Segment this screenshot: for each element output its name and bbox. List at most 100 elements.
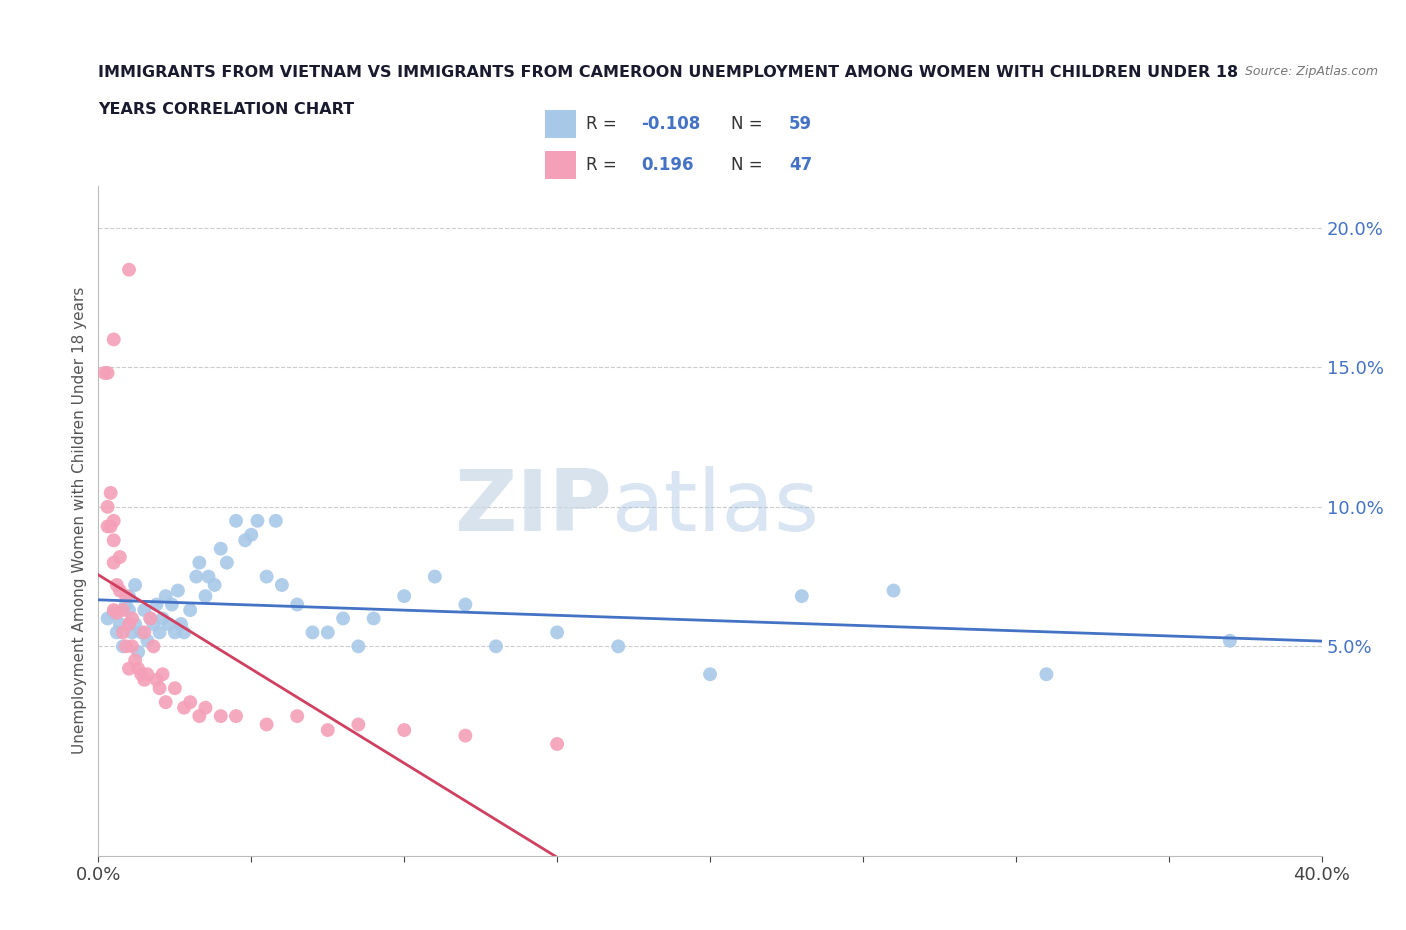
- Point: [179, 603, 201, 618]
- Text: N =: N =: [731, 155, 768, 174]
- Point: [108, 583, 131, 598]
- Point: [97, 499, 120, 514]
- Point: [454, 728, 477, 743]
- Point: [103, 555, 125, 570]
- Point: [699, 667, 721, 682]
- Point: [607, 639, 630, 654]
- Point: [240, 527, 263, 542]
- Point: [108, 550, 131, 565]
- Point: [121, 611, 143, 626]
- Point: [1219, 633, 1241, 648]
- Point: [179, 695, 201, 710]
- Point: [285, 597, 308, 612]
- Point: [127, 661, 149, 676]
- Point: [103, 332, 125, 347]
- Text: N =: N =: [731, 114, 768, 133]
- Point: [188, 555, 211, 570]
- Point: [188, 709, 211, 724]
- Text: ZIP: ZIP: [454, 466, 612, 549]
- Point: [145, 597, 167, 612]
- Point: [246, 513, 269, 528]
- Point: [225, 513, 247, 528]
- Point: [115, 597, 138, 612]
- Point: [97, 611, 120, 626]
- Point: [134, 625, 156, 640]
- Text: R =: R =: [586, 155, 627, 174]
- Point: [347, 639, 370, 654]
- Point: [392, 723, 416, 737]
- Point: [124, 578, 146, 592]
- Point: [149, 681, 172, 696]
- Text: 0.196: 0.196: [641, 155, 693, 174]
- Text: -0.108: -0.108: [641, 114, 700, 133]
- Point: [225, 709, 247, 724]
- Point: [115, 589, 138, 604]
- Point: [100, 485, 122, 500]
- Point: [204, 578, 226, 592]
- Point: [883, 583, 905, 598]
- Point: [145, 672, 167, 687]
- FancyBboxPatch shape: [544, 151, 575, 179]
- Point: [103, 513, 125, 528]
- Point: [152, 611, 174, 626]
- Text: R =: R =: [586, 114, 621, 133]
- Point: [105, 605, 128, 620]
- Point: [454, 597, 477, 612]
- Text: YEARS CORRELATION CHART: YEARS CORRELATION CHART: [98, 102, 354, 117]
- Point: [136, 633, 159, 648]
- Point: [155, 589, 177, 604]
- Point: [285, 709, 308, 724]
- Point: [270, 578, 292, 592]
- Point: [256, 717, 278, 732]
- Point: [103, 533, 125, 548]
- Point: [546, 737, 568, 751]
- Point: [118, 617, 141, 631]
- Text: Source: ZipAtlas.com: Source: ZipAtlas.com: [1244, 65, 1378, 78]
- Point: [209, 709, 232, 724]
- Point: [264, 513, 287, 528]
- Legend: Immigrants from Vietnam, Immigrants from Cameroon: Immigrants from Vietnam, Immigrants from…: [434, 924, 986, 930]
- Point: [149, 625, 172, 640]
- Point: [115, 639, 138, 654]
- Point: [485, 639, 508, 654]
- Point: [186, 569, 208, 584]
- Point: [233, 533, 256, 548]
- Point: [111, 625, 134, 640]
- Point: [142, 639, 165, 654]
- Point: [163, 681, 186, 696]
- Point: [155, 695, 177, 710]
- Point: [256, 569, 278, 584]
- Text: 59: 59: [789, 114, 813, 133]
- Text: 47: 47: [789, 155, 813, 174]
- Point: [332, 611, 354, 626]
- Point: [301, 625, 323, 640]
- Point: [124, 617, 146, 631]
- Point: [194, 589, 217, 604]
- Text: atlas: atlas: [612, 466, 820, 549]
- Point: [134, 672, 156, 687]
- Point: [170, 617, 193, 631]
- Point: [347, 717, 370, 732]
- Point: [197, 569, 219, 584]
- Point: [111, 639, 134, 654]
- Point: [167, 583, 190, 598]
- Point: [105, 625, 128, 640]
- Point: [790, 589, 813, 604]
- Point: [160, 597, 183, 612]
- Point: [129, 667, 152, 682]
- Text: IMMIGRANTS FROM VIETNAM VS IMMIGRANTS FROM CAMEROON UNEMPLOYMENT AMONG WOMEN WIT: IMMIGRANTS FROM VIETNAM VS IMMIGRANTS FR…: [98, 65, 1239, 80]
- Point: [173, 700, 195, 715]
- Point: [546, 625, 568, 640]
- Point: [118, 661, 141, 676]
- Point: [157, 617, 180, 631]
- FancyBboxPatch shape: [544, 110, 575, 138]
- Point: [108, 617, 131, 631]
- Point: [194, 700, 217, 715]
- Point: [129, 625, 152, 640]
- Point: [139, 611, 162, 626]
- Point: [124, 653, 146, 668]
- Point: [136, 667, 159, 682]
- Point: [139, 611, 162, 626]
- Point: [97, 365, 120, 380]
- Point: [316, 625, 339, 640]
